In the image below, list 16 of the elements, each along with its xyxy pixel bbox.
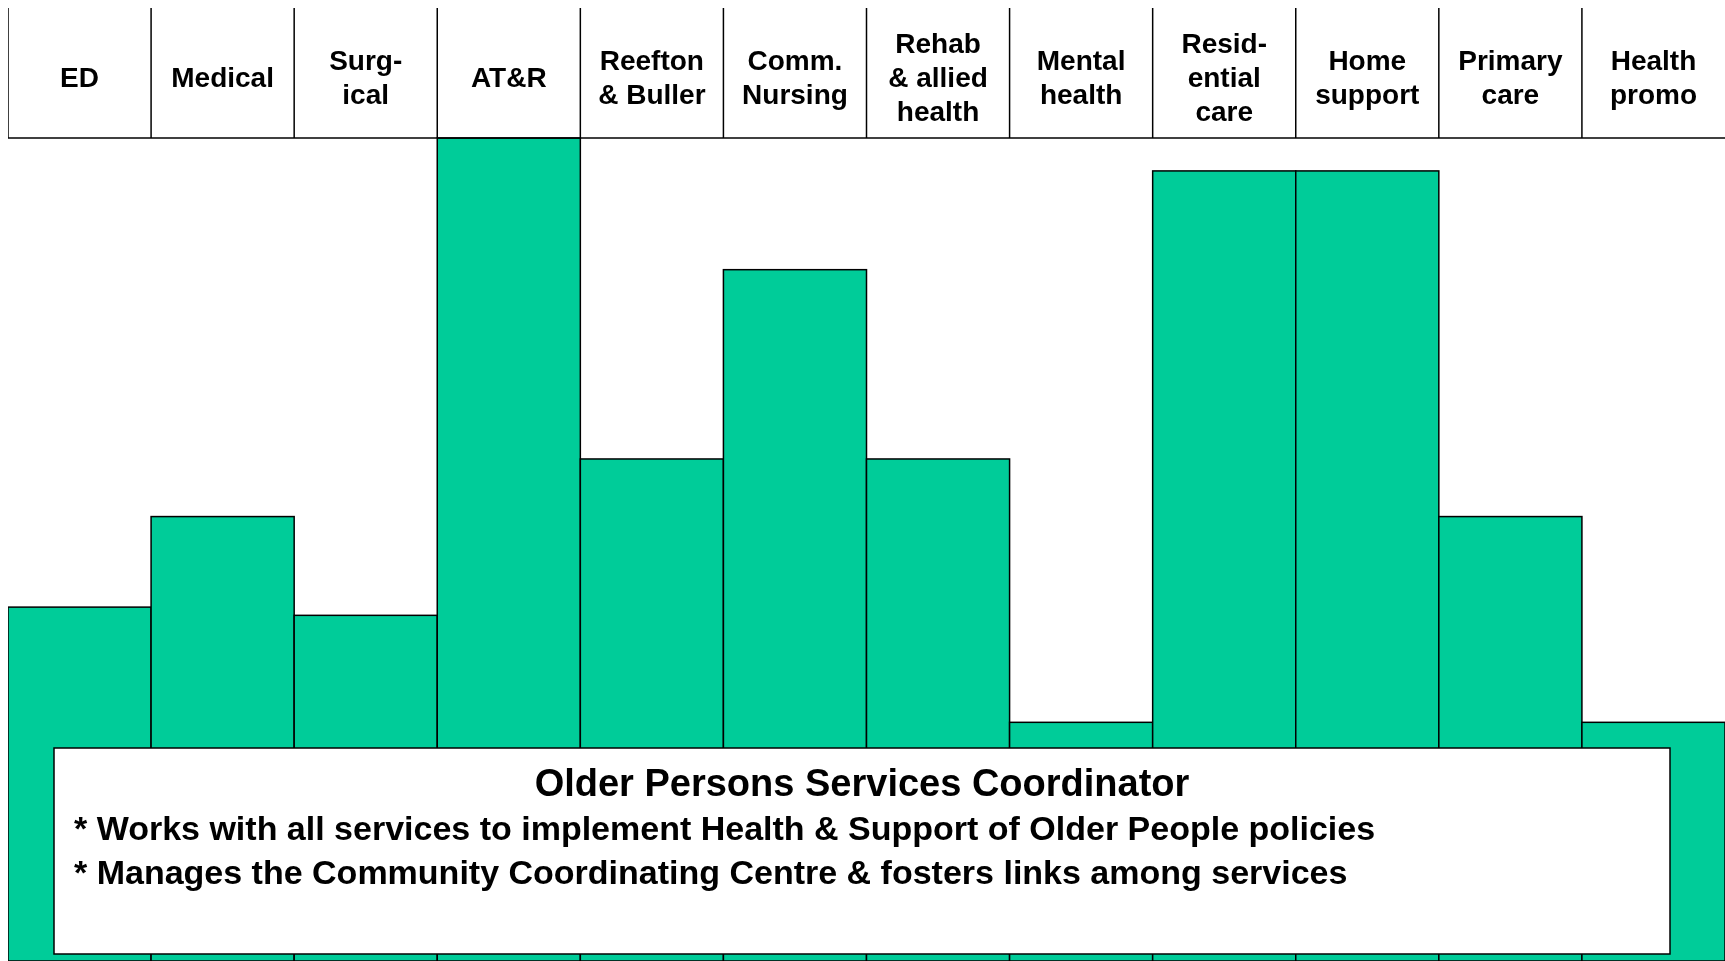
x-tick-label: Primary care: [1458, 45, 1563, 110]
x-tick-label: Health promo: [1609, 45, 1698, 110]
x-tick-label: Resid- ential care: [1181, 28, 1267, 127]
x-tick-label: AT&R: [470, 62, 547, 93]
x-tick-label: Reefton & Buller: [598, 45, 706, 110]
x-tick-label: Comm. Nursing: [742, 45, 848, 110]
annotation: Older Persons Services Coordinator: [534, 762, 1190, 804]
x-tick-label: Rehab & allied health: [888, 28, 988, 127]
x-tick-label: Mental health: [1036, 45, 1126, 110]
x-tick-label: ED: [60, 62, 99, 93]
x-tick-label: Surg- ical: [329, 45, 403, 110]
annotation: * Manages the Community Coordinating Centre & fosters links among services: [74, 853, 1348, 891]
annotation: * Works with all services to implement Health & Support of Older People policies: [74, 809, 1376, 847]
x-tick-label: Medical: [171, 62, 274, 93]
text-panel: Older Persons Services Coordinator * Works with all services to implement Health & Support of Older People policies * Manages the Community Coordinating Centre & fosters links among services: [53, 747, 1671, 955]
x-tick-label: Home support: [1315, 45, 1420, 110]
